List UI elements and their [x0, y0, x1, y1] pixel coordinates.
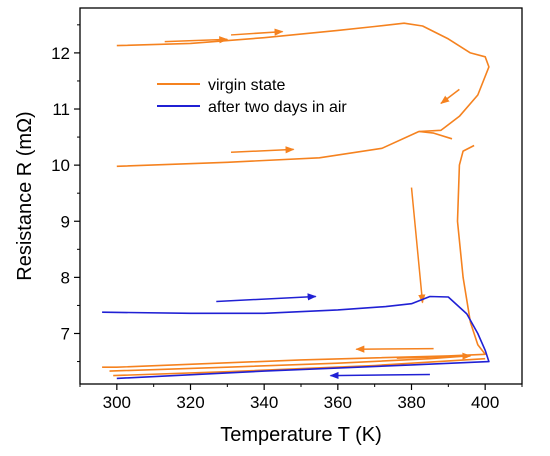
direction-arrow: [329, 371, 430, 380]
series-line: [418, 130, 453, 140]
axis-ticks: 300 320 340 360 380 400 7 8 9 10 11 12: [51, 24, 523, 412]
y-axis-label: Resistance R (mΩ): [14, 111, 36, 280]
direction-arrow: [230, 146, 295, 154]
y-tick-label: 9: [61, 212, 70, 231]
direction-arrow: [355, 345, 434, 353]
y-tick-label: 7: [61, 324, 70, 343]
series-line: [113, 357, 486, 377]
x-tick-label: 340: [250, 393, 278, 412]
x-tick-label: 320: [176, 393, 204, 412]
x-tick-label: 300: [103, 393, 131, 412]
x-tick-label: 360: [324, 393, 352, 412]
series-line: [109, 355, 467, 372]
x-tick-label: 380: [397, 393, 425, 412]
series-line: [102, 295, 490, 380]
direction-arrow: [230, 28, 284, 36]
legend-label: after two days in air: [208, 99, 347, 116]
legend: virgin state after two days in air: [157, 77, 347, 116]
direction-arrow: [410, 187, 426, 304]
direction-arrow: [440, 88, 460, 104]
plot-frame: [79, 7, 523, 385]
y-tick-label: 12: [51, 44, 70, 63]
series-line: [102, 144, 486, 368]
y-tick-label: 10: [51, 156, 70, 175]
series-line: [116, 22, 490, 168]
legend-label: virgin state: [208, 77, 285, 94]
x-tick-label: 400: [471, 393, 499, 412]
series-layer: [102, 22, 490, 380]
x-axis-label: Temperature T (K): [220, 424, 382, 446]
y-tick-label: 11: [52, 100, 70, 119]
direction-arrow: [164, 36, 229, 44]
direction-arrow: [216, 293, 317, 303]
y-tick-label: 8: [61, 268, 70, 287]
direction-arrow: [396, 352, 472, 360]
